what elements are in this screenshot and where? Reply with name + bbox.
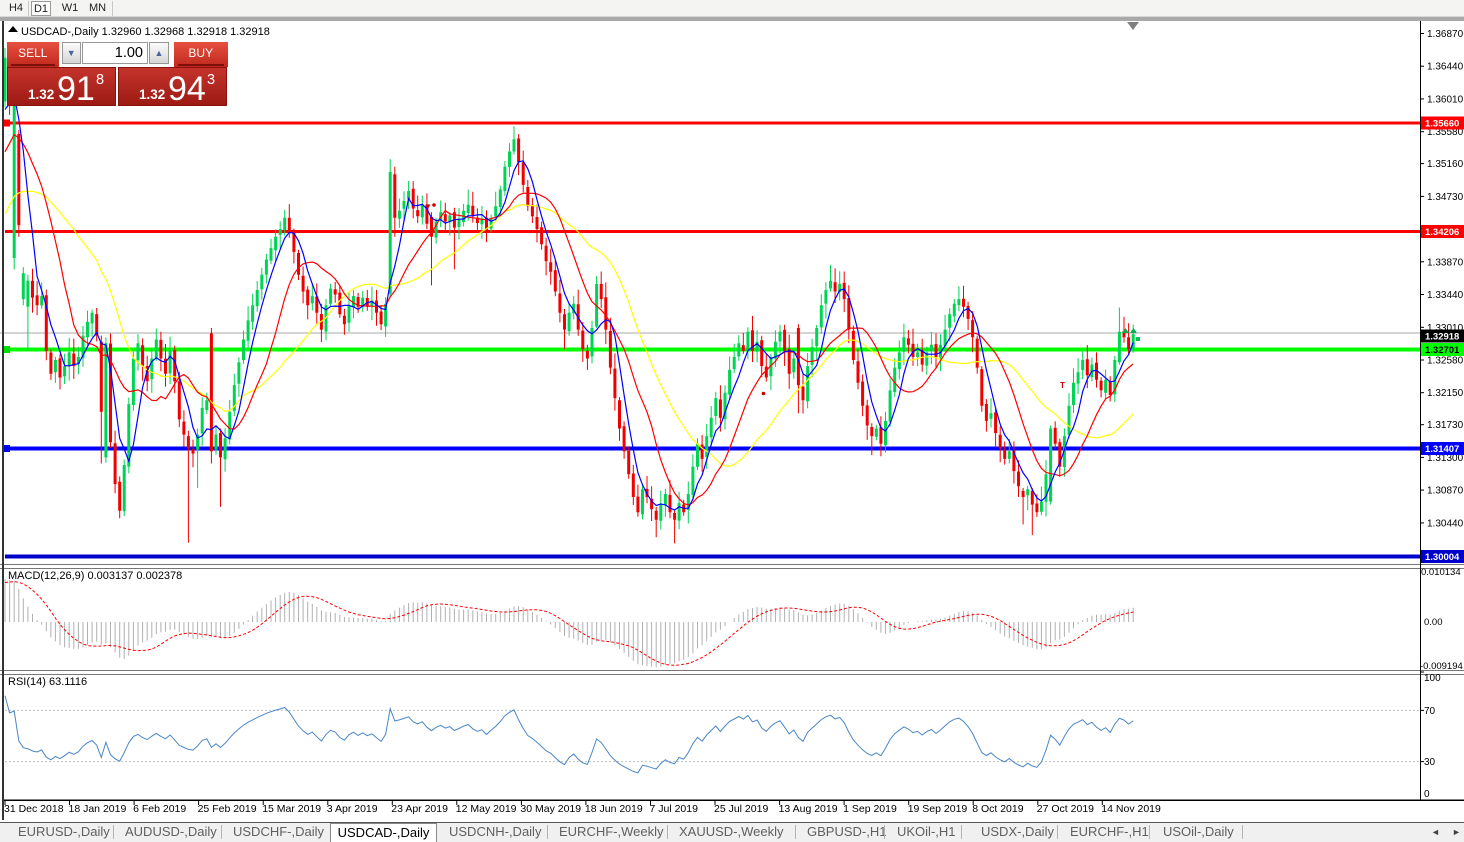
svg-text:1.35160: 1.35160	[1427, 159, 1464, 170]
svg-text:7 Jul 2019: 7 Jul 2019	[650, 803, 699, 815]
svg-text:1.36440: 1.36440	[1427, 62, 1464, 73]
svg-text:USDCAD-,Daily 1.32960 1.32968: USDCAD-,Daily 1.32960 1.32968 1.32918 1.…	[21, 26, 270, 38]
svg-text:0.010134: 0.010134	[1421, 567, 1461, 578]
svg-text:▼: ▼	[424, 202, 432, 211]
svg-text:1.33440: 1.33440	[1427, 290, 1464, 301]
svg-text:1.33010: 1.33010	[1427, 323, 1464, 334]
svg-text:6 Feb 2019: 6 Feb 2019	[133, 803, 186, 815]
svg-text:13 Aug 2019: 13 Aug 2019	[779, 803, 838, 815]
svg-text:1.35660: 1.35660	[1425, 119, 1459, 130]
svg-text:100: 100	[1424, 673, 1441, 684]
svg-text:8 Oct 2019: 8 Oct 2019	[972, 803, 1024, 815]
svg-text:30: 30	[1424, 757, 1436, 768]
svg-text:23 Apr 2019: 23 Apr 2019	[391, 803, 448, 815]
svg-text:1.32918: 1.32918	[1425, 332, 1459, 343]
svg-text:18 Jan 2019: 18 Jan 2019	[69, 803, 127, 815]
svg-text:1.30870: 1.30870	[1427, 486, 1464, 497]
svg-text:1.36870: 1.36870	[1427, 29, 1464, 40]
svg-text:MACD(12,26,9) 0.003137 0.00237: MACD(12,26,9) 0.003137 0.002378	[8, 570, 182, 582]
svg-text:1.36010: 1.36010	[1427, 94, 1464, 105]
svg-text:1.33870: 1.33870	[1427, 257, 1464, 268]
svg-text:RSI(14) 63.1116: RSI(14) 63.1116	[8, 676, 87, 688]
svg-text:25 Jul 2019: 25 Jul 2019	[714, 803, 768, 815]
svg-text:19 Sep 2019: 19 Sep 2019	[908, 803, 968, 815]
svg-text:30 May 2019: 30 May 2019	[520, 803, 581, 815]
svg-text:0: 0	[1424, 789, 1430, 800]
svg-text:1.32150: 1.32150	[1427, 388, 1464, 399]
svg-text:T: T	[1060, 381, 1065, 390]
svg-text:27 Oct 2019: 27 Oct 2019	[1037, 803, 1094, 815]
svg-text:3 Apr 2019: 3 Apr 2019	[327, 803, 378, 815]
svg-text:1.32580: 1.32580	[1427, 356, 1464, 367]
svg-text:70: 70	[1424, 706, 1436, 717]
svg-text:15 Mar 2019: 15 Mar 2019	[262, 803, 321, 815]
svg-text:1.30440: 1.30440	[1427, 518, 1464, 529]
svg-text:-0.009194: -0.009194	[1420, 661, 1463, 672]
svg-text:1.34206: 1.34206	[1425, 227, 1459, 238]
svg-text:25 Feb 2019: 25 Feb 2019	[198, 803, 257, 815]
svg-text:1.31300: 1.31300	[1427, 453, 1464, 464]
svg-text:1.31407: 1.31407	[1425, 444, 1459, 455]
svg-text:1.35580: 1.35580	[1427, 127, 1464, 138]
svg-text:1.30004: 1.30004	[1425, 552, 1460, 563]
svg-text:18 Jun 2019: 18 Jun 2019	[585, 803, 643, 815]
svg-text:31 Dec 2018: 31 Dec 2018	[4, 803, 64, 815]
svg-text:14 Nov 2019: 14 Nov 2019	[1101, 803, 1161, 815]
svg-text:12 May 2019: 12 May 2019	[456, 803, 517, 815]
svg-text:1 Sep 2019: 1 Sep 2019	[843, 803, 897, 815]
svg-text:0.00: 0.00	[1424, 617, 1443, 628]
svg-text:1.31730: 1.31730	[1427, 420, 1464, 431]
svg-text:1.34730: 1.34730	[1427, 192, 1464, 203]
svg-text:1.32701: 1.32701	[1425, 345, 1460, 356]
